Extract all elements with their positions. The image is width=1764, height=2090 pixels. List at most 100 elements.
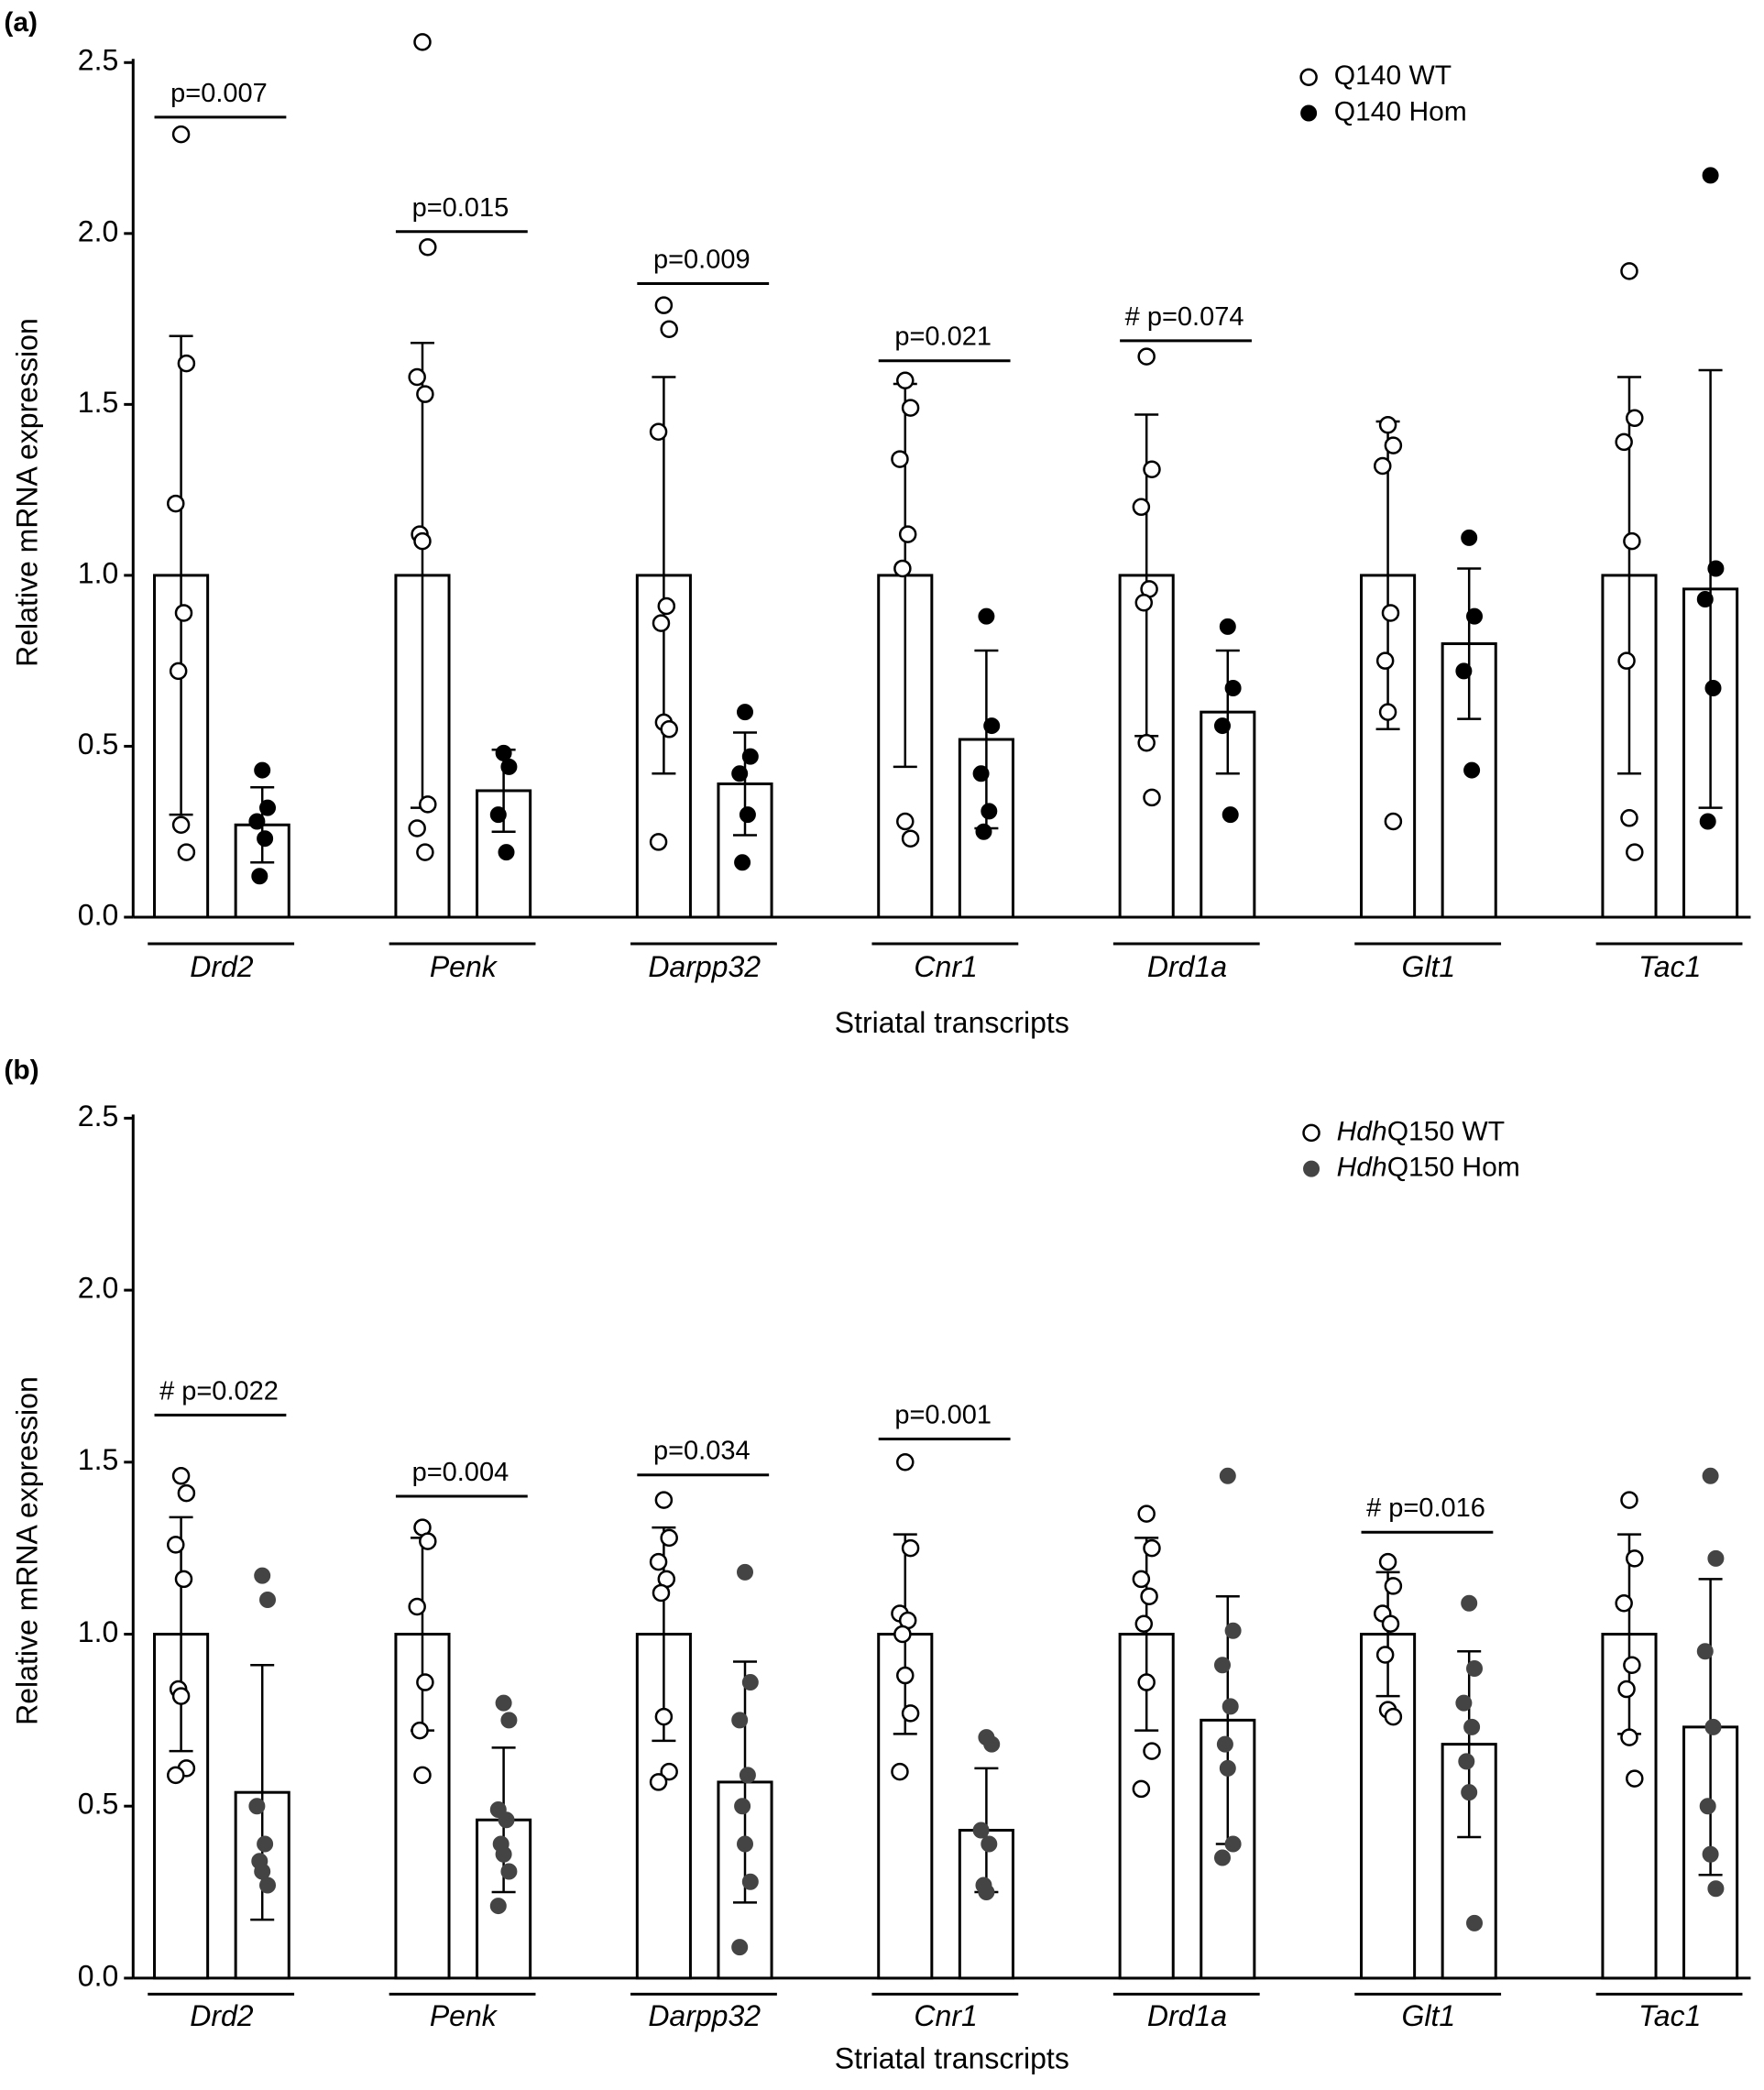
p-value: p=0.007 — [170, 79, 268, 108]
data-point — [174, 604, 193, 622]
y-tick-label: 2.5 — [78, 44, 118, 77]
data-point — [1213, 1849, 1231, 1866]
data-point — [1134, 1614, 1154, 1633]
data-point — [896, 371, 915, 390]
data-point — [1132, 498, 1151, 517]
y-tick-label: 0.5 — [78, 728, 118, 760]
data-point — [171, 125, 191, 144]
data-point — [978, 1884, 995, 1901]
data-point — [734, 854, 751, 871]
data-point — [649, 422, 668, 441]
data-point — [171, 1467, 191, 1485]
data-point — [171, 815, 191, 835]
data-point — [413, 531, 432, 551]
data-point — [1224, 1835, 1242, 1853]
data-point — [660, 1528, 678, 1548]
data-point — [731, 1712, 749, 1729]
data-point — [741, 1674, 759, 1691]
data-point — [254, 1567, 271, 1584]
category-label: Drd2 — [190, 950, 254, 983]
data-point — [1620, 262, 1638, 280]
data-point — [1707, 1549, 1725, 1567]
data-point — [741, 1873, 759, 1890]
data-point — [1216, 1735, 1233, 1753]
data-point — [981, 803, 998, 820]
data-point — [1626, 1549, 1644, 1568]
data-point — [1137, 347, 1156, 366]
data-point — [1455, 1694, 1473, 1712]
data-point — [419, 795, 437, 814]
data-point — [1137, 733, 1156, 752]
data-point — [901, 399, 920, 417]
data-point — [1384, 1577, 1403, 1595]
category-label: Glt1 — [1402, 1999, 1456, 2032]
data-point — [408, 819, 426, 837]
data-point — [167, 1766, 185, 1785]
data-point — [1626, 409, 1644, 428]
panel-label: (a) — [4, 7, 38, 38]
data-point — [1378, 1552, 1397, 1571]
data-point — [1696, 1643, 1714, 1660]
data-point — [660, 720, 678, 739]
data-point — [1461, 529, 1478, 546]
y-tick-label: 0.0 — [78, 898, 118, 931]
legend-label: HdhQ150 WT — [1337, 1116, 1505, 1146]
legend-marker — [1302, 1123, 1320, 1143]
data-point — [1143, 460, 1161, 479]
data-point — [1466, 1660, 1484, 1678]
data-point — [1617, 1680, 1636, 1699]
y-tick-label: 1.0 — [78, 1615, 118, 1648]
category-label: Glt1 — [1402, 950, 1456, 983]
panel-label: (b) — [4, 1055, 38, 1085]
data-point — [660, 320, 678, 339]
data-point — [1466, 1914, 1484, 1931]
y-tick-label: 1.5 — [78, 386, 118, 419]
data-point — [734, 1798, 751, 1815]
category-label: Drd1a — [1147, 950, 1227, 983]
data-point — [1374, 456, 1392, 476]
category-label: Darpp32 — [648, 1999, 761, 2032]
data-point — [1378, 416, 1397, 434]
data-point — [652, 614, 671, 632]
category-label: Darpp32 — [648, 950, 761, 983]
data-point — [408, 1597, 426, 1616]
data-point — [1213, 1657, 1231, 1674]
data-point — [1375, 1646, 1395, 1664]
legend-label: HdhQ150 Hom — [1337, 1153, 1520, 1183]
p-value: p=0.009 — [653, 245, 751, 274]
data-point — [893, 1625, 912, 1644]
data-point — [1137, 1505, 1156, 1523]
y-axis-label: Relative mRNA expression — [10, 318, 43, 667]
data-point — [1620, 1491, 1638, 1509]
data-point — [259, 1591, 277, 1608]
legend-label: Q140 Hom — [1334, 96, 1467, 126]
legend-marker — [1299, 68, 1318, 87]
y-tick-label: 0.0 — [78, 1959, 118, 1992]
data-point — [419, 237, 437, 257]
data-point — [1384, 812, 1403, 831]
data-point — [177, 843, 196, 861]
data-point — [254, 1863, 271, 1880]
data-point — [731, 1939, 749, 1956]
y-tick-label: 1.0 — [78, 556, 118, 589]
data-point — [1699, 813, 1716, 830]
data-point — [1463, 1718, 1481, 1735]
category-label: Cnr1 — [914, 1999, 977, 2032]
data-point — [972, 1822, 990, 1839]
data-point — [1381, 1614, 1400, 1633]
data-point — [411, 1721, 429, 1740]
y-tick-label: 2.0 — [78, 214, 118, 247]
data-point — [1455, 662, 1473, 680]
data-point — [1626, 1769, 1644, 1788]
p-value: p=0.004 — [412, 1458, 509, 1487]
data-point — [498, 1811, 515, 1829]
p-value: p=0.015 — [412, 193, 509, 223]
data-point — [1623, 531, 1641, 551]
data-point — [741, 748, 759, 765]
data-point — [1617, 651, 1636, 670]
bar — [1441, 1743, 1497, 1980]
data-point — [167, 1536, 185, 1554]
data-point — [1222, 1698, 1239, 1715]
data-point — [901, 829, 920, 848]
data-point — [739, 806, 756, 824]
